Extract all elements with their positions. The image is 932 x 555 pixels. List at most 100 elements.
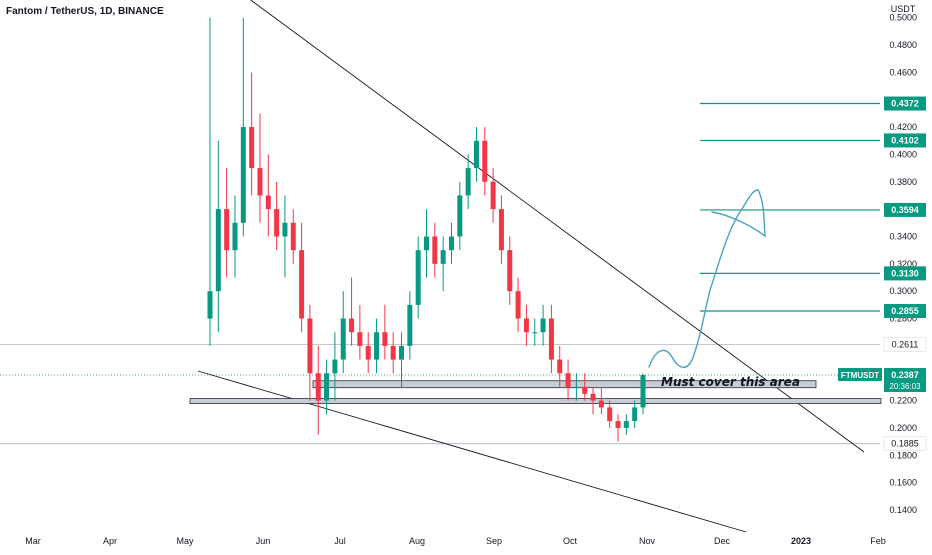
candle (615, 414, 621, 442)
x-tick-label: Oct (563, 536, 578, 546)
y-tick-label: 0.2800 (889, 314, 917, 324)
x-tick-label: Jul (334, 536, 346, 546)
candle (490, 168, 496, 223)
support-zone (189, 398, 882, 404)
target-level-label: 0.3130 (891, 268, 919, 278)
price-tag-label: 0.1885 (891, 439, 919, 449)
candle (532, 318, 538, 346)
target-level-tag (884, 266, 926, 281)
candle (473, 127, 479, 182)
candle-body (623, 421, 629, 428)
candle-body (324, 373, 330, 401)
currency-label: USDT (891, 4, 916, 14)
candle-body (357, 332, 363, 346)
candle-body (432, 236, 438, 264)
candle (290, 209, 296, 264)
candle (274, 181, 280, 251)
x-tick-label: Aug (409, 536, 425, 546)
target-level-tag (884, 202, 926, 217)
candle (382, 304, 388, 360)
candle-body (548, 318, 554, 360)
candle (607, 400, 613, 428)
candle (340, 291, 346, 374)
candle (257, 113, 263, 223)
x-tick-label: Apr (103, 536, 117, 546)
candle (540, 304, 546, 346)
target-level-tag (884, 133, 926, 148)
target-level-label: 0.3594 (891, 205, 919, 215)
y-tick-label: 0.1600 (889, 478, 917, 488)
candle (357, 304, 363, 360)
x-tick-label: Nov (639, 536, 656, 546)
candle (432, 222, 438, 278)
candle (440, 236, 446, 292)
candle (465, 154, 471, 210)
candle-body (249, 127, 255, 169)
candle-body (507, 250, 513, 292)
price-tag (883, 337, 927, 352)
candle (282, 195, 288, 278)
candle-body (640, 375, 646, 408)
candle-body (615, 421, 621, 428)
symbol-tag (838, 368, 882, 382)
candle-body (532, 332, 538, 334)
candle-body (374, 332, 380, 360)
candle (407, 291, 413, 360)
target-level-label: 0.4102 (891, 135, 919, 145)
candle (332, 332, 338, 401)
target-level-tag (884, 96, 926, 111)
candle (507, 236, 513, 305)
y-tick-label: 0.5000 (889, 13, 917, 23)
candle (590, 386, 596, 415)
candle-body (415, 250, 421, 305)
candle (498, 195, 504, 264)
candle (240, 17, 246, 237)
candle-body (498, 209, 504, 251)
candle-body (365, 345, 371, 360)
candle (365, 332, 371, 374)
candle-body (299, 250, 305, 319)
candle (598, 386, 604, 415)
price-tag-label: 0.2611 (892, 339, 919, 349)
candle (415, 236, 421, 319)
candle-body (332, 359, 338, 374)
candle-body (224, 209, 230, 251)
candle-body (382, 332, 388, 346)
candle-body (315, 373, 321, 401)
candle-body (207, 291, 213, 319)
x-tick-label: May (176, 536, 194, 546)
candle-body (473, 140, 479, 169)
candle (482, 127, 488, 196)
y-tick-label: 0.2000 (889, 423, 917, 433)
candle-body (240, 127, 246, 223)
x-tick-label: Feb (870, 536, 886, 546)
candle (390, 332, 396, 374)
candle-body (440, 250, 446, 264)
candle (557, 345, 563, 387)
candle (582, 373, 588, 401)
candle (224, 168, 230, 278)
x-tick-label: Sep (486, 536, 502, 546)
candle-body (565, 373, 571, 387)
target-level-label: 0.4372 (891, 99, 919, 109)
candle-body (274, 209, 280, 237)
y-tick-label: 0.1400 (889, 505, 917, 515)
y-tick-label: 0.3000 (889, 286, 917, 296)
candle-body (515, 291, 521, 319)
candle (548, 304, 554, 374)
candle-body (424, 236, 429, 251)
y-tick-label: 0.4800 (889, 40, 917, 50)
candle-body (482, 140, 488, 182)
y-tick-label: 0.4600 (889, 67, 917, 77)
candle-body (307, 318, 313, 374)
candle (249, 72, 255, 196)
candle-body (465, 168, 471, 196)
x-tick-label: Jun (256, 536, 271, 546)
last-price-label: 0.2387 (891, 370, 919, 380)
x-tick-label: Dec (714, 536, 731, 546)
candle-body (582, 386, 588, 394)
projection-arrow (648, 189, 766, 368)
candle (315, 345, 321, 435)
